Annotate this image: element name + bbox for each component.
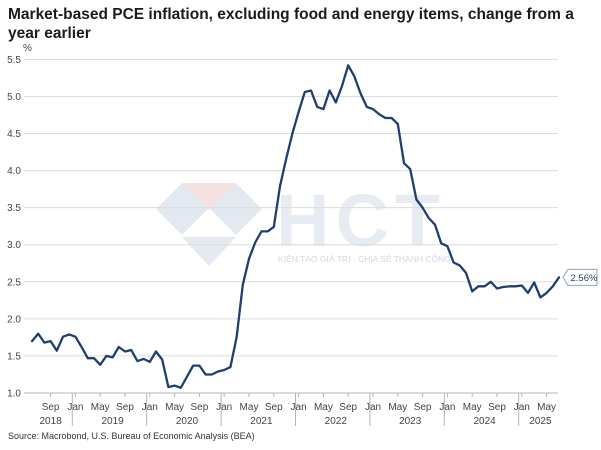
last-value-callout: 2.56% xyxy=(562,268,598,286)
x-tick-label: Jan xyxy=(291,402,307,413)
watermark-triangle-icon xyxy=(182,183,236,210)
callout-box xyxy=(562,268,598,286)
x-year-label: 2024 xyxy=(473,416,496,427)
watermark-logo: HCT KIẾN TẠO GIÁ TRỊ - CHIA SẺ THÀNH CÔN… xyxy=(156,179,451,266)
x-tick-label: May xyxy=(463,402,482,413)
watermark-logo-text: HCT xyxy=(276,179,446,262)
x-tick-label: May xyxy=(388,402,407,413)
x-tick-label: May xyxy=(240,402,259,413)
x-year-label: 2025 xyxy=(529,416,552,427)
y-tick-label: 3.5 xyxy=(7,203,21,214)
x-tick-label: May xyxy=(165,402,184,413)
x-tick-label: Jan xyxy=(67,402,83,413)
y-axis-unit: % xyxy=(23,43,32,54)
y-tick-label: 5.5 xyxy=(7,55,21,66)
y-tick-label: 2.0 xyxy=(7,314,21,325)
x-year-label: 2019 xyxy=(101,416,124,427)
watermark-tagline: KIẾN TẠO GIÁ TRỊ - CHIA SẺ THÀNH CÔNG xyxy=(278,253,451,264)
source-note: Source: Macrobond, U.S. Bureau of Econom… xyxy=(8,431,255,441)
chart-title: Market-based PCE inflation, excluding fo… xyxy=(8,6,574,42)
x-tick-label: May xyxy=(91,402,110,413)
last-value-label: 2.56% xyxy=(571,273,598,284)
x-tick-label: May xyxy=(537,402,556,413)
y-tick-label: 4.0 xyxy=(7,166,21,177)
x-year-label: 2018 xyxy=(39,416,62,427)
y-tick-label: 3.0 xyxy=(7,240,21,251)
x-tick-label: Sep xyxy=(414,402,432,413)
x-tick-label: Sep xyxy=(265,402,283,413)
y-tick-label: 2.5 xyxy=(7,277,21,288)
series-line xyxy=(30,64,561,389)
x-tick-label: Jan xyxy=(514,402,530,413)
x-year-label: 2021 xyxy=(250,416,273,427)
x-tick-label: Jan xyxy=(365,402,381,413)
x-tick-label: Jan xyxy=(142,402,158,413)
y-tick-label: 1.5 xyxy=(7,351,21,362)
x-axis: Sep Jan May Sep Jan May Sep Jan May Sep Jan May Sep J… xyxy=(24,392,558,427)
x-year-label: 2020 xyxy=(176,416,199,427)
series-core-pce xyxy=(30,64,561,389)
y-tick-label: 4.5 xyxy=(7,129,21,140)
x-tick-label: Sep xyxy=(339,402,357,413)
x-tick-label: Sep xyxy=(116,402,134,413)
grid-lines xyxy=(24,58,558,394)
y-tick-label: 1.0 xyxy=(7,389,21,400)
x-tick-label: Jan xyxy=(439,402,455,413)
x-tick-label: Sep xyxy=(42,402,60,413)
y-tick-label: 5.0 xyxy=(7,92,21,103)
x-tick-label: Jan xyxy=(216,402,232,413)
x-year-label: 2023 xyxy=(399,416,422,427)
x-year-label: 2022 xyxy=(325,416,348,427)
x-tick-label: Sep xyxy=(488,402,506,413)
watermark-triangle-icon xyxy=(182,237,236,266)
x-tick-label: May xyxy=(314,402,333,413)
y-axis: 1.0 1.5 2.0 2.5 3.0 3.5 4.0 4.5 5.0 5.5 xyxy=(7,55,21,400)
x-tick-label: Sep xyxy=(191,402,209,413)
